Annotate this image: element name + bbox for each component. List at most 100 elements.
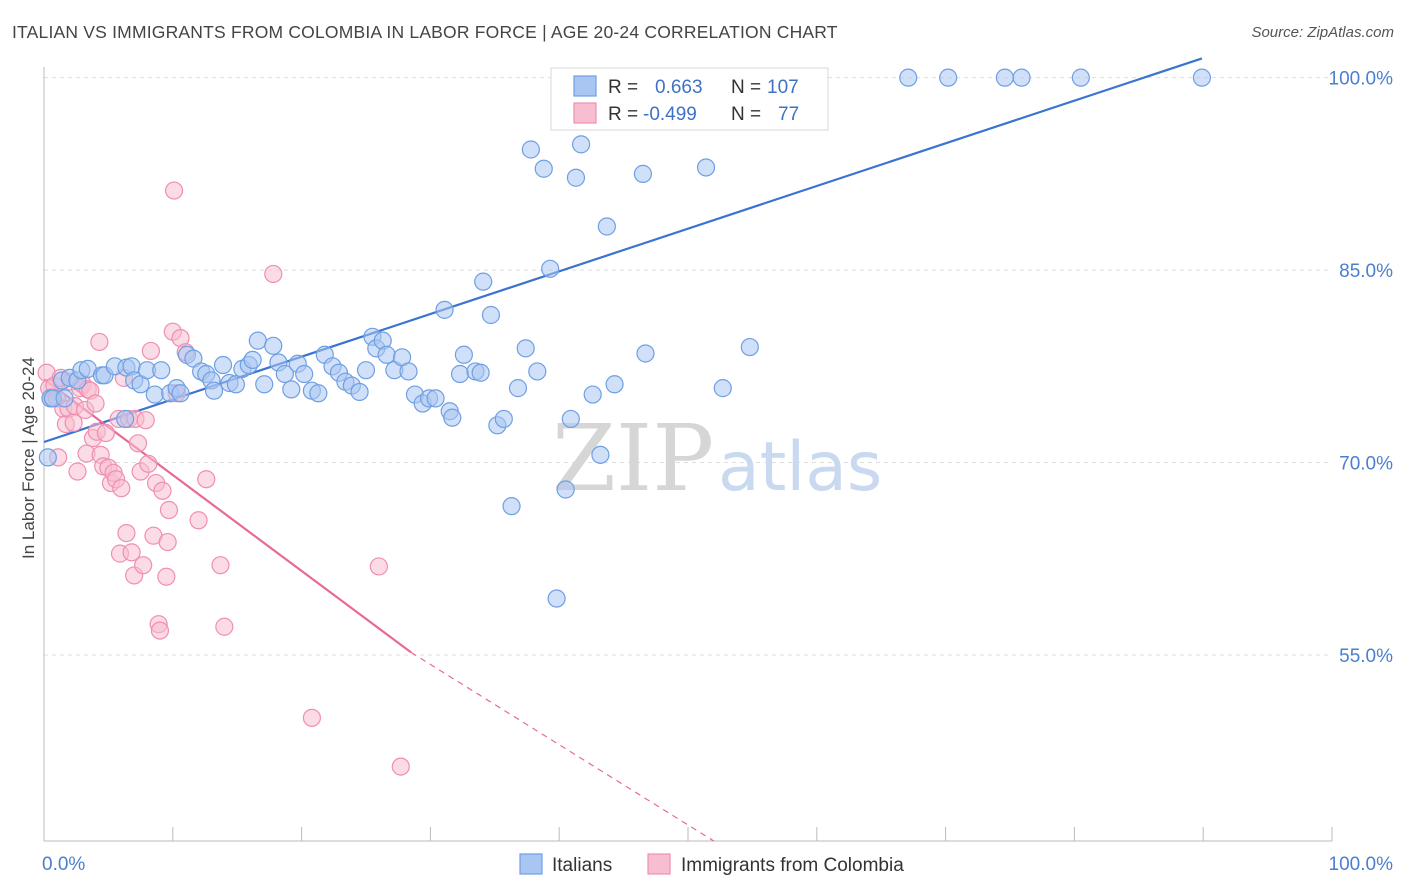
point-italians — [899, 68, 918, 87]
y-tick-label: 70.0% — [1339, 454, 1393, 475]
watermark-zip: ZIP — [552, 405, 714, 512]
y-tick-label: 55.0% — [1339, 646, 1393, 667]
point-colombia — [117, 523, 136, 543]
y-axis-label: In Labor Force | Age 20-24 — [19, 357, 38, 559]
point-italians — [521, 140, 540, 159]
point-italians — [713, 379, 732, 398]
point-italians — [939, 68, 958, 87]
point-colombia — [139, 454, 158, 473]
point-italians — [282, 380, 301, 399]
chart-title: ITALIAN VS IMMIGRANTS FROM COLOMBIA IN L… — [12, 22, 838, 42]
point-italians — [605, 375, 624, 394]
point-colombia — [189, 511, 208, 530]
point-italians — [55, 389, 74, 408]
point-italians — [474, 272, 493, 291]
point-italians — [426, 389, 445, 408]
point-italians — [541, 259, 560, 278]
point-italians — [275, 364, 294, 384]
point-italians — [450, 364, 470, 384]
point-italians — [255, 375, 274, 394]
point-italians — [502, 497, 521, 516]
point-colombia — [141, 341, 161, 361]
point-italians — [243, 350, 262, 370]
point-colombia — [96, 423, 115, 443]
stats-n-label-italians: N = — [731, 77, 761, 98]
point-italians — [534, 159, 553, 178]
stats-n-label-colombia: N = — [731, 104, 761, 125]
stats-swatch-italians — [573, 75, 597, 97]
point-colombia — [158, 532, 177, 552]
point-colombia — [86, 394, 105, 413]
stats-r-label-colombia: R = — [608, 104, 638, 125]
point-italians — [248, 331, 267, 350]
legend-swatch-italians — [519, 853, 543, 875]
point-colombia — [302, 708, 322, 727]
point-italians — [636, 344, 655, 363]
point-colombia — [150, 621, 170, 640]
point-italians — [213, 355, 233, 375]
point-colombia — [197, 470, 216, 489]
point-italians — [995, 68, 1014, 87]
stats-r-label-italians: R = — [608, 77, 638, 98]
point-italians — [116, 409, 135, 429]
point-italians — [295, 364, 314, 384]
point-italians — [356, 361, 376, 380]
point-colombia — [211, 556, 230, 575]
stats-n-italians: 107 — [767, 77, 799, 98]
point-colombia — [369, 557, 388, 576]
stats-n-colombia: 77 — [778, 104, 799, 125]
legend-label-italians: Italians — [552, 855, 612, 876]
trend-line-colombia — [43, 378, 412, 654]
point-italians — [528, 362, 547, 381]
point-colombia — [134, 556, 153, 575]
legend: Italians Immigrants from Colombia — [519, 853, 904, 876]
point-colombia — [153, 481, 172, 500]
point-colombia — [68, 462, 87, 481]
point-italians — [481, 305, 501, 325]
x-tick-label-min: 0.0% — [42, 854, 85, 875]
point-italians — [226, 375, 246, 394]
point-italians — [494, 409, 513, 429]
point-italians — [152, 361, 171, 380]
point-colombia — [128, 434, 148, 453]
y-tick-label: 100.0% — [1329, 69, 1394, 90]
watermark: ZIP atlas — [552, 405, 882, 512]
point-italians — [696, 158, 716, 177]
y-tick-labels: 55.0% 70.0% 85.0% 100.0% — [1329, 69, 1394, 667]
point-italians — [350, 382, 369, 402]
point-colombia — [159, 500, 179, 520]
point-italians — [583, 385, 602, 404]
stats-r-colombia: -0.499 — [643, 104, 697, 125]
point-italians — [1071, 68, 1090, 87]
point-italians — [633, 164, 653, 183]
point-italians — [399, 362, 418, 381]
point-italians — [454, 345, 473, 364]
point-italians — [1012, 68, 1031, 87]
point-italians — [145, 385, 164, 404]
trend-line-colombia-extension — [410, 651, 715, 842]
source-label: Source: ZipAtlas.com — [1251, 24, 1394, 41]
point-italians — [597, 217, 616, 236]
point-italians — [443, 408, 462, 427]
point-italians — [516, 339, 535, 358]
point-colombia — [264, 264, 283, 284]
point-italians — [435, 300, 454, 319]
point-italians — [591, 445, 610, 464]
point-italians — [171, 384, 190, 403]
point-colombia — [157, 567, 176, 586]
point-italians — [571, 135, 591, 154]
stats-r-italians: 0.663 — [655, 77, 703, 98]
point-colombia — [122, 543, 141, 562]
point-italians — [547, 589, 566, 608]
point-italians — [377, 345, 396, 364]
point-colombia — [136, 411, 155, 430]
stats-swatch-colombia — [573, 102, 597, 124]
data-points — [37, 68, 1212, 776]
stats-box: R = 0.663 N = 107 R = -0.499 N = 77 — [550, 67, 829, 131]
point-colombia — [391, 757, 410, 776]
point-colombia — [90, 332, 109, 352]
point-colombia — [215, 617, 234, 636]
point-italians — [556, 480, 575, 499]
legend-swatch-colombia — [647, 853, 671, 875]
